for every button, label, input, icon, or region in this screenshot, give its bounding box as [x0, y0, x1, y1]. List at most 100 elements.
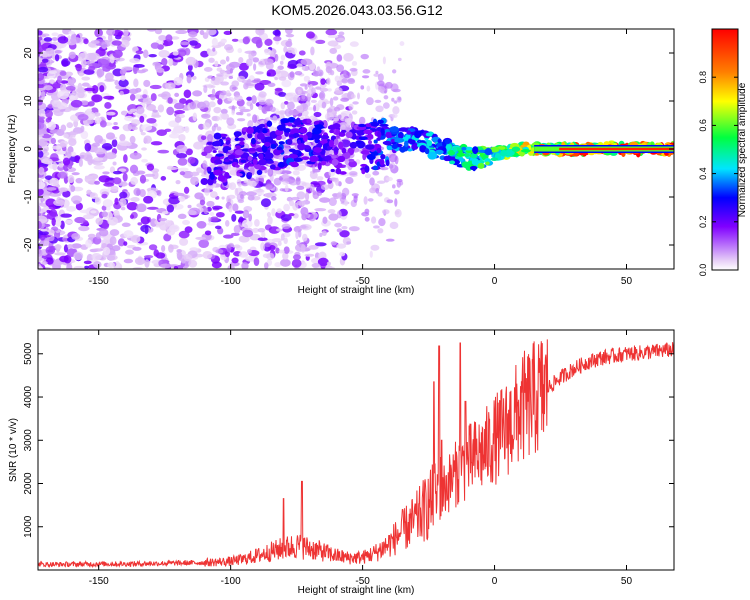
heatmap-cell: [160, 263, 172, 269]
heatmap-cell: [38, 56, 42, 65]
heatmap-cell: [278, 76, 287, 81]
heatmap-cell: [363, 196, 368, 205]
y-tick-label: 4000: [23, 385, 34, 408]
heatmap-cell: [131, 126, 138, 131]
colorbar-tick-label: 0.2: [698, 216, 708, 229]
heatmap-cell: [150, 141, 163, 146]
heatmap-cell: [505, 148, 515, 157]
heatmap-cell: [70, 185, 76, 192]
heatmap-cell: [286, 47, 295, 54]
heatmap-cell: [143, 135, 152, 144]
heatmap-cell: [166, 166, 179, 170]
heatmap-cell: [264, 48, 270, 53]
heatmap-cell: [339, 230, 350, 238]
heatmap-cell: [391, 97, 395, 102]
heatmap-cell: [309, 183, 315, 193]
heatmap-cell: [348, 226, 360, 232]
heatmap-cell: [90, 210, 97, 214]
heatmap-cell: [143, 254, 154, 259]
heatmap-cell: [274, 53, 279, 62]
heatmap-cell: [337, 114, 342, 120]
heatmap-cell: [281, 223, 291, 230]
heatmap-cell: [202, 160, 208, 169]
heatmap-cell: [277, 241, 282, 247]
heatmap-cell: [289, 179, 298, 186]
heatmap-cell: [98, 175, 111, 183]
heatmap-cell: [111, 40, 122, 46]
heatmap-cell: [262, 107, 268, 115]
heatmap-cell: [390, 138, 396, 143]
heatmap-cell: [219, 59, 226, 65]
heatmap-cell: [245, 58, 253, 67]
heatmap-cell: [278, 92, 287, 97]
y-tick-label: 10: [23, 95, 34, 107]
heatmap-cell: [189, 247, 199, 252]
heatmap-cell: [231, 80, 240, 88]
heatmap-cell: [112, 49, 123, 58]
heatmap-cell: [90, 40, 100, 44]
heatmap-cell: [129, 108, 138, 113]
spectrogram-x-label: Height of straight line (km): [298, 285, 415, 296]
heatmap-cell: [41, 133, 52, 139]
heatmap-cell: [147, 104, 157, 111]
heatmap-cell: [60, 124, 67, 132]
heatmap-cell: [141, 158, 148, 163]
heatmap-cell: [360, 150, 370, 155]
heatmap-cell: [66, 122, 74, 129]
heatmap-cell: [130, 177, 139, 185]
heatmap-cell: [51, 37, 59, 41]
y-tick-label: 1000: [23, 515, 34, 538]
heatmap-cell: [190, 171, 200, 177]
heatmap-cell: [399, 146, 406, 153]
heatmap-cell: [55, 219, 62, 227]
heatmap-cell: [285, 33, 295, 38]
heatmap-cell: [247, 122, 254, 128]
heatmap-cell: [275, 247, 280, 254]
heatmap-cell: [166, 106, 175, 116]
heatmap-cell: [362, 152, 367, 161]
heatmap-cell: [398, 127, 409, 132]
heatmap-cell: [220, 108, 228, 115]
heatmap-cell: [45, 246, 56, 255]
heatmap-cell: [435, 149, 444, 155]
heatmap-cell: [280, 233, 285, 241]
heatmap-cell: [239, 108, 251, 113]
heatmap-cell: [203, 145, 213, 154]
heatmap-cell: [267, 216, 273, 225]
y-tick-label: -20: [23, 237, 34, 252]
heatmap-cell: [63, 133, 69, 139]
heatmap-cell: [365, 97, 374, 106]
heatmap-cell: [123, 230, 134, 239]
spectrogram-heatmap: [38, 29, 674, 269]
colorbar-scale: [711, 28, 739, 271]
heatmap-cell: [283, 237, 288, 245]
heatmap-cell: [142, 97, 153, 105]
heatmap-cell: [217, 98, 223, 105]
heatmap-cell: [266, 211, 271, 218]
heatmap-cell: [227, 194, 236, 200]
heatmap-cell: [243, 179, 251, 184]
heatmap-cell: [113, 210, 120, 217]
heatmap-cell: [237, 118, 246, 122]
heatmap-cell: [223, 30, 233, 35]
heatmap-cell: [283, 246, 290, 254]
heatmap-cell: [296, 191, 306, 200]
heatmap-cell: [305, 145, 311, 150]
heatmap-cell: [49, 129, 62, 134]
heatmap-cell: [59, 142, 67, 148]
heatmap-cell: [62, 157, 71, 166]
heatmap-cell: [276, 166, 281, 171]
heatmap-cell: [188, 31, 198, 38]
heatmap-cell: [178, 134, 186, 142]
heatmap-cell: [255, 29, 265, 36]
heatmap-cell: [150, 42, 160, 49]
heatmap-cell: [266, 120, 273, 127]
heatmap-cell: [140, 131, 146, 136]
heatmap-cell: [179, 237, 189, 246]
heatmap-cell: [329, 129, 334, 134]
heatmap-cell: [283, 149, 290, 155]
heatmap-cell: [94, 180, 100, 185]
heatmap-cell: [166, 204, 175, 213]
heatmap-cell: [231, 38, 239, 42]
heatmap-cell: [246, 191, 257, 197]
